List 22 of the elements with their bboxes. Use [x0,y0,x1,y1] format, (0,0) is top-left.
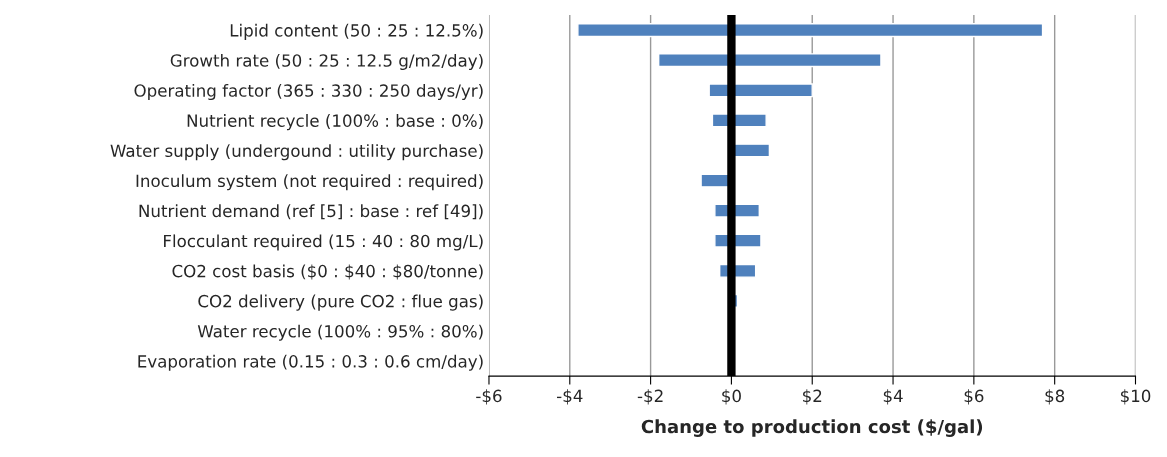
x-tick-label: $0 [722,389,741,405]
y-tick-label: CO2 cost basis ($0 : $40 : $80/tonne) [172,264,483,280]
y-tick-label: Growth rate (50 : 25 : 12.5 g/m2/day) [170,53,483,71]
x-axis-title: Change to production cost ($/gal) [641,419,983,437]
x-tick-label: $2 [803,389,822,405]
y-tick-label: Lipid content (50 : 25 : 12.5%) [230,23,483,40]
y-tick-label: Water supply (undergound : utility purchase) [110,144,483,161]
x-tick-label: $4 [883,389,903,405]
y-tick-label: Operating factor (365 : 330 : 250 days/yr) [134,83,483,101]
x-tick-label: -$4 [556,389,583,405]
x-tick-label: -$2 [637,389,663,405]
x-tick-label: $8 [1045,389,1065,405]
x-tick-label: $10 [1120,389,1151,405]
y-tick-label: Evaporation rate (0.15 : 0.3 : 0.6 cm/day) [138,354,483,371]
y-tick-label: Inoculum system (not required : required) [136,174,483,191]
y-tick-label: Water recycle (100% : 95% : 80%) [197,324,483,341]
x-tick-label: $6 [964,389,984,405]
y-tick-label: CO2 delivery (pure CO2 : flue gas) [198,294,483,311]
y-tick-label: Nutrient recycle (100% : base : 0%) [187,114,483,131]
x-tick-label: -$6 [476,389,502,405]
y-tick-label: Nutrient demand (ref [5] : base : ref [49]) [139,204,483,220]
y-tick-label: Flocculant required (15 : 40 : 80 mg/L) [164,234,483,251]
